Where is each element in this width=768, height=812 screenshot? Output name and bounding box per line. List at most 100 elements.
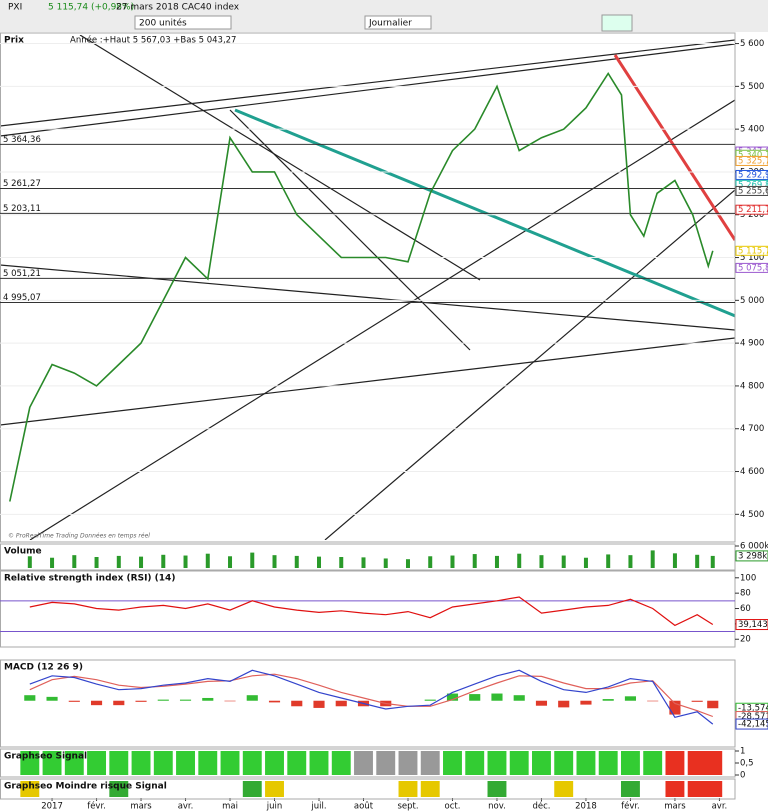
y-tick-label: 5 600 xyxy=(740,39,764,49)
bar xyxy=(491,693,503,701)
bar xyxy=(116,555,121,568)
panel-title: Volume xyxy=(4,547,42,557)
bar xyxy=(205,553,210,568)
period-dropdown[interactable] xyxy=(364,15,432,30)
bar xyxy=(446,693,459,701)
y-tick-label: 100 xyxy=(740,573,756,583)
bar xyxy=(361,557,366,568)
bar xyxy=(331,751,351,775)
bar xyxy=(687,751,707,775)
bar xyxy=(624,696,637,701)
trend-line xyxy=(229,109,471,351)
price-label: 5 075,80 xyxy=(738,263,768,273)
bar xyxy=(643,751,663,775)
bar xyxy=(576,751,596,775)
bar xyxy=(465,751,485,775)
series-line xyxy=(29,596,714,627)
y-tick-label: 20 xyxy=(740,635,751,645)
panel xyxy=(0,543,736,571)
series-line xyxy=(29,673,714,718)
value-label: -28,571 xyxy=(738,712,768,722)
price-label: 5 292,94 xyxy=(738,170,768,180)
x-tick-label: mars xyxy=(664,802,686,812)
bar xyxy=(224,700,236,702)
panel xyxy=(0,659,736,748)
symbol: PXI xyxy=(8,3,22,13)
y-tick-label: 4 800 xyxy=(740,381,764,391)
series-line xyxy=(29,669,714,725)
bar xyxy=(398,781,418,797)
bar xyxy=(135,700,147,702)
date: 27 mars 2018 CAC40 index xyxy=(116,3,240,13)
x-tick-label: sept. xyxy=(397,802,418,812)
units-dropdown[interactable] xyxy=(134,15,232,30)
y-tick-label: 5 000 xyxy=(740,296,764,306)
price-label: 5 269,84 xyxy=(738,180,768,190)
bar xyxy=(265,751,284,775)
bar xyxy=(109,751,129,775)
bar xyxy=(317,556,322,568)
bar xyxy=(90,700,103,706)
bar xyxy=(672,553,677,568)
bar xyxy=(535,700,548,706)
bar xyxy=(50,557,55,568)
level-label: 4 995,07 xyxy=(3,293,41,303)
bar xyxy=(428,556,433,568)
bar xyxy=(554,751,574,775)
bar xyxy=(703,751,723,775)
bar xyxy=(558,700,570,708)
trend-line xyxy=(0,39,735,127)
bar xyxy=(287,751,307,775)
trend-line xyxy=(0,264,735,331)
period: Journalier xyxy=(368,19,412,29)
bar xyxy=(487,781,507,797)
y-tick-label: 5 500 xyxy=(740,82,764,92)
bar xyxy=(398,751,418,775)
bar xyxy=(139,556,144,568)
bar xyxy=(94,557,99,568)
bar xyxy=(420,751,440,775)
series-line xyxy=(9,72,714,502)
bar xyxy=(291,700,303,707)
bar xyxy=(309,751,329,775)
bar xyxy=(487,751,507,775)
y-tick-label: 0 xyxy=(740,771,745,781)
x-tick-label: avr. xyxy=(712,802,728,812)
bar xyxy=(153,751,173,775)
bar xyxy=(202,697,214,701)
trend-line xyxy=(324,189,735,540)
x-tick-label: août xyxy=(354,802,374,812)
value-box xyxy=(735,718,768,730)
bar xyxy=(183,555,188,568)
units: 200 unités xyxy=(139,18,187,29)
bar xyxy=(647,700,659,702)
bar xyxy=(68,700,80,702)
bar xyxy=(198,751,218,775)
bar xyxy=(665,751,685,775)
bar xyxy=(72,555,77,568)
bar xyxy=(176,751,195,775)
bar xyxy=(472,554,477,568)
tool-button[interactable] xyxy=(601,14,633,32)
y-tick-label: 0,5 xyxy=(740,759,754,769)
bar xyxy=(335,700,347,707)
bar xyxy=(583,557,588,568)
value-box xyxy=(735,550,768,562)
y-tick-label: 4 600 xyxy=(740,467,764,477)
panel xyxy=(0,32,736,543)
x-tick-label: 2018 xyxy=(575,802,597,812)
price-label: 5 325,71 xyxy=(738,156,768,166)
bar xyxy=(580,700,592,705)
bar xyxy=(539,555,544,568)
price-label: 5 255,62 xyxy=(738,186,768,196)
x-tick-label: févr. xyxy=(87,801,106,812)
bar xyxy=(669,700,681,715)
x-tick-label: juil. xyxy=(310,802,326,812)
x-tick-label: déc. xyxy=(532,801,550,812)
y-tick-label: 60 xyxy=(740,604,751,614)
bar xyxy=(131,751,151,775)
trend-line xyxy=(0,337,735,426)
y-tick-label: 1 xyxy=(740,747,745,757)
x-tick-label: oct. xyxy=(445,802,461,812)
level-label: 5 203,11 xyxy=(3,204,41,214)
